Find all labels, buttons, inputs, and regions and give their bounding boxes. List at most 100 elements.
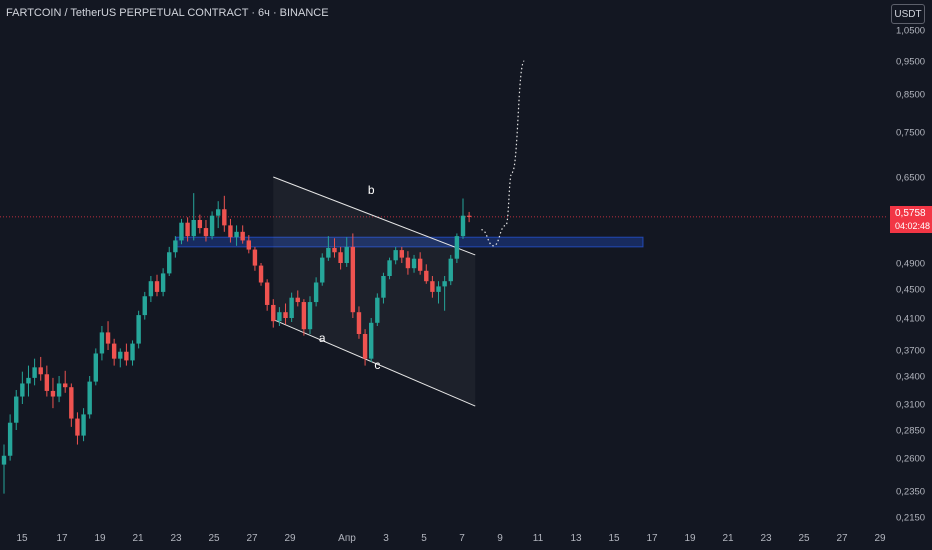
candle-body bbox=[375, 297, 380, 323]
time-tick-label: 15 bbox=[608, 533, 620, 544]
time-tick-label: 21 bbox=[722, 533, 734, 544]
time-tick-label: 15 bbox=[16, 533, 28, 544]
candle-body bbox=[454, 236, 460, 259]
candle-body bbox=[148, 281, 154, 297]
candle-body bbox=[307, 302, 313, 330]
candle-body bbox=[350, 246, 356, 313]
wave-labels: a b c bbox=[319, 183, 380, 372]
candle-body bbox=[387, 260, 392, 276]
price-tick-label: 0,7500 bbox=[896, 128, 925, 139]
time-tick-label: 23 bbox=[170, 533, 182, 544]
candle-body bbox=[405, 257, 411, 269]
candle-body bbox=[160, 273, 166, 292]
candle-body bbox=[258, 265, 264, 283]
candle-body bbox=[295, 297, 300, 303]
wave-label-c: c bbox=[374, 358, 380, 372]
last-price-value: 0,5758 bbox=[895, 208, 926, 219]
channel-fill bbox=[273, 177, 476, 407]
candle-body bbox=[289, 297, 294, 318]
candle-body bbox=[430, 281, 435, 292]
candle-body bbox=[209, 215, 215, 237]
time-tick-label: Апр bbox=[338, 533, 356, 544]
candle-body bbox=[277, 312, 282, 322]
price-tick-label: 0,9500 bbox=[896, 57, 925, 68]
time-tick-label: 21 bbox=[132, 533, 144, 544]
candle-body bbox=[185, 222, 190, 237]
candle-body bbox=[399, 250, 404, 258]
candle-countdown: 04:02:48 bbox=[895, 221, 931, 231]
candle-body bbox=[240, 231, 245, 241]
candle-body bbox=[20, 383, 25, 397]
candle-body bbox=[197, 220, 203, 229]
candle-body bbox=[179, 222, 184, 241]
candle-body bbox=[81, 414, 86, 436]
time-tick-label: 13 bbox=[570, 533, 582, 544]
time-tick-label: 17 bbox=[56, 533, 68, 544]
time-tick-label: 29 bbox=[284, 533, 296, 544]
candle-body bbox=[216, 209, 221, 216]
descending-channel bbox=[273, 176, 476, 407]
last-price-badge: 0,5758 04:02:48 bbox=[890, 206, 932, 233]
price-tick-label: 0,3400 bbox=[896, 372, 925, 383]
candle-body bbox=[301, 302, 307, 330]
time-tick-label: 29 bbox=[874, 533, 886, 544]
candle-body bbox=[313, 282, 319, 303]
time-tick-label: 5 bbox=[421, 533, 427, 544]
candle-body bbox=[38, 367, 43, 375]
candle-body bbox=[369, 322, 374, 359]
price-tick-label: 0,2150 bbox=[896, 513, 925, 524]
candle-body bbox=[381, 276, 386, 298]
candle-body bbox=[56, 383, 62, 397]
candle-body bbox=[228, 225, 233, 238]
time-tick-label: 3 bbox=[383, 533, 389, 544]
candle-body bbox=[252, 249, 258, 266]
candle-body bbox=[69, 387, 74, 419]
candle-body bbox=[417, 258, 423, 271]
candle-body bbox=[344, 246, 349, 263]
price-tick-label: 0,4900 bbox=[896, 259, 925, 270]
candle-body bbox=[26, 377, 31, 384]
candle-body bbox=[63, 383, 68, 388]
candle-body bbox=[332, 247, 337, 253]
candle-body bbox=[466, 215, 472, 217]
candle-body bbox=[271, 304, 276, 322]
candle-body bbox=[356, 312, 362, 334]
time-tick-label: 19 bbox=[684, 533, 696, 544]
candle-body bbox=[320, 257, 325, 283]
time-axis[interactable]: 15 17 19 21 23 25 27 29 Апр 3 5 7 9 11 13 15 17 19 21 23 25 2… bbox=[0, 526, 888, 550]
time-tick-label: 19 bbox=[94, 533, 106, 544]
candle-body bbox=[460, 215, 466, 237]
projection-dotted-path bbox=[481, 60, 525, 247]
price-tick-label: 0,4100 bbox=[896, 314, 925, 325]
time-axis-bg bbox=[0, 526, 888, 550]
price-tick-label: 0,2850 bbox=[896, 426, 925, 437]
price-tick-label: 0,3700 bbox=[896, 346, 925, 357]
candle-body bbox=[411, 258, 417, 269]
currency-button[interactable]: USDT bbox=[891, 4, 925, 24]
candle-body bbox=[167, 252, 172, 274]
candle-body bbox=[142, 296, 147, 316]
candle-body bbox=[136, 315, 141, 344]
price-axis[interactable]: 1,0500 0,9500 0,8500 0,7500 0,6500 0,4900 0,45… bbox=[888, 0, 932, 550]
candle-body bbox=[448, 258, 453, 282]
candle-body bbox=[1, 455, 7, 465]
candle-body bbox=[44, 374, 50, 391]
wave-label-b: b bbox=[368, 183, 375, 197]
time-tick-label: 27 bbox=[246, 533, 258, 544]
candle-body bbox=[14, 396, 19, 423]
candle-body bbox=[111, 343, 117, 359]
candle-body bbox=[50, 390, 56, 397]
price-tick-label: 0,3100 bbox=[896, 400, 925, 411]
price-tick-label: 0,2600 bbox=[896, 454, 925, 465]
candle-body bbox=[362, 334, 368, 359]
time-tick-label: 25 bbox=[798, 533, 810, 544]
price-tick-label: 0,2350 bbox=[896, 487, 925, 498]
candle-body bbox=[118, 351, 123, 359]
channel-lower-line bbox=[273, 319, 476, 407]
candle-body bbox=[393, 250, 398, 261]
price-tick-label: 1,0500 bbox=[896, 26, 925, 37]
candle-body bbox=[424, 270, 429, 282]
candle-body bbox=[436, 286, 441, 292]
candle-body bbox=[87, 381, 92, 415]
